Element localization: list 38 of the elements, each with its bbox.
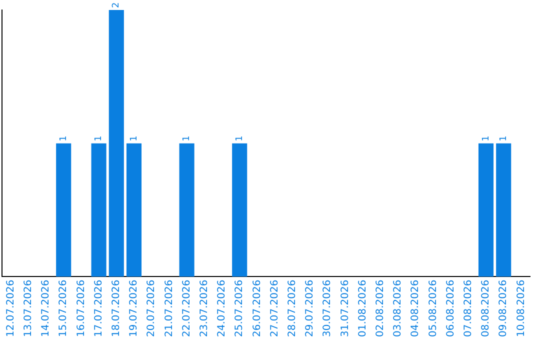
x-tick-label: 03.08.2026 [392, 280, 404, 338]
data-label: 1 [481, 136, 492, 142]
data-label: 1 [129, 136, 140, 142]
x-tick-label: 26.07.2026 [252, 280, 263, 338]
x-tick-label: 28.07.2026 [286, 280, 298, 338]
x-tick-label: 04.08.2026 [410, 280, 422, 338]
x-tick-label: 10.08.2026 [516, 280, 527, 338]
x-tick-label: 25.07.2026 [234, 280, 246, 338]
x-tick-label: 22.07.2026 [181, 280, 192, 338]
x-tick-label: 15.07.2026 [58, 280, 70, 338]
x-tick-label: 30.07.2026 [322, 280, 334, 338]
data-label: 1 [94, 136, 104, 142]
x-tick-label: 12.07.2026 [5, 280, 16, 338]
x-tick-label: 18.07.2026 [110, 280, 122, 338]
x-tick-label: 19.07.2026 [128, 280, 140, 338]
x-tick-label: 09.08.2026 [498, 280, 510, 338]
x-tick-label: 13.07.2026 [22, 280, 34, 338]
x-tick-label: 29.07.2026 [304, 280, 316, 338]
x-tick-label: 01.08.2026 [357, 280, 368, 338]
x-tick-label: 23.07.2026 [198, 280, 210, 338]
x-tick-label: 14.07.2026 [40, 280, 52, 338]
x-tick-label: 31.07.2026 [340, 280, 351, 338]
data-label: 1 [234, 136, 245, 142]
x-tick-label: 21.07.2026 [164, 280, 175, 338]
data-label: 1 [182, 136, 192, 142]
data-label: 2 [112, 2, 122, 8]
x-tick-label: 16.07.2026 [76, 280, 87, 338]
x-tick-label: 07.08.2026 [462, 280, 474, 338]
data-label: 1 [498, 136, 509, 142]
x-tick-label: 08.08.2026 [480, 280, 492, 338]
x-tick-label: 06.08.2026 [445, 280, 456, 338]
data-label: 1 [58, 136, 69, 142]
x-tick-label: 20.07.2026 [146, 280, 158, 338]
x-tick-label: 02.08.2026 [374, 280, 386, 338]
x-tick-label: 24.07.2026 [216, 280, 228, 338]
x-tick-label: 17.07.2026 [93, 280, 104, 338]
x-tick-label: 27.07.2026 [269, 280, 280, 338]
x-tick-label: 05.08.2026 [428, 280, 439, 338]
